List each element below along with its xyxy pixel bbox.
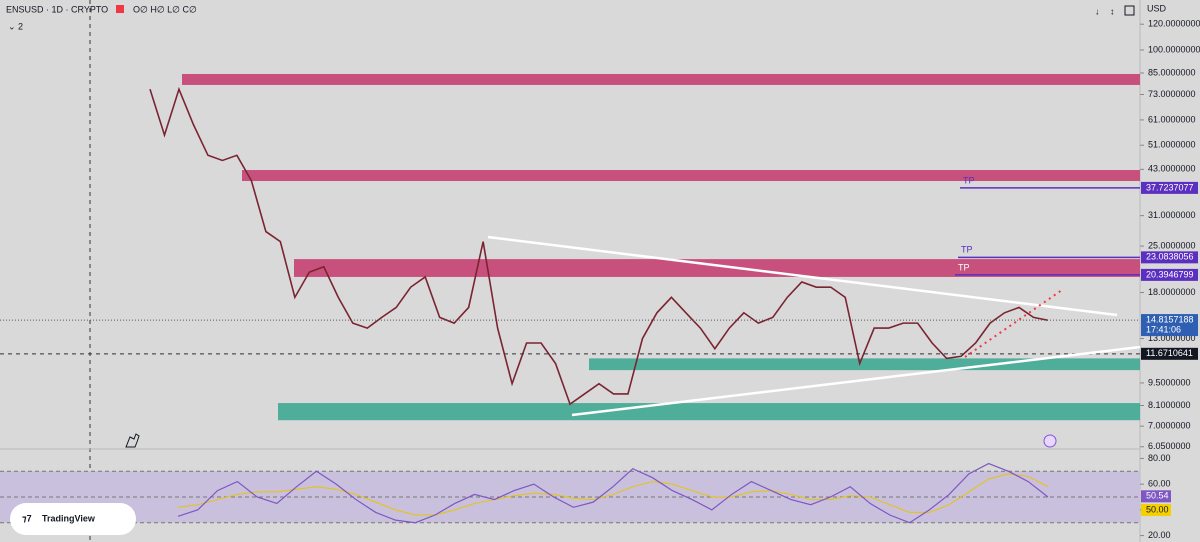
y-tick-label: 8.1000000 (1148, 400, 1191, 410)
logo-mascot (125, 433, 140, 448)
event-icon[interactable] (1043, 434, 1057, 448)
y-tick-label: 43.0000000 (1148, 164, 1196, 174)
rsi-tick-label: 80.00 (1148, 453, 1171, 463)
tp-label: TP (958, 262, 970, 272)
countdown: 17:41:06 (1146, 324, 1181, 334)
y-tick-label: 18.0000000 (1148, 287, 1196, 297)
expand-icon[interactable]: ↕ (1110, 6, 1115, 16)
trendline (571, 345, 1141, 417)
price-badge-label: 14.8157188 (1146, 314, 1194, 324)
price-badge (1141, 181, 1198, 194)
rsi-tick-label: 60.00 (1148, 479, 1171, 489)
y-tick-label: 9.5000000 (1148, 377, 1191, 387)
dotted-trendline (964, 289, 1063, 358)
plot-layer: 120.0000000 100.0000000 85.0000000 73.00000… (0, 19, 1200, 540)
y-tick-label: 85.0000000 (1148, 67, 1196, 77)
y-tick-label: 25.0000000 (1148, 240, 1196, 250)
rsi-badge (1141, 490, 1171, 503)
y-tick-label: 120.0000000 (1148, 19, 1200, 29)
y-tick-label: 73.0000000 (1148, 89, 1196, 99)
price-badge (1141, 347, 1198, 360)
rsi-ma-line (177, 473, 1049, 516)
zone (182, 73, 1140, 85)
rsi-tick-label: 20.00 (1148, 530, 1171, 540)
logo-mark: ⁊7 (22, 513, 32, 523)
rsi-badge-label: 50.54 (1146, 491, 1169, 501)
y-tick-label: 31.0000000 (1148, 210, 1196, 220)
price-badge (1141, 268, 1198, 281)
logo-badge[interactable] (10, 503, 136, 535)
rsi-line (177, 462, 1049, 524)
price-badge-label: 20.3946799 (1146, 269, 1194, 279)
zone (278, 403, 1140, 421)
currency[interactable]: USD (1147, 3, 1167, 13)
rsi-badge-label: 50.00 (1146, 504, 1169, 514)
ohlc: O∅ H∅ L∅ C∅ (133, 4, 197, 14)
trendline (487, 235, 1118, 317)
down-icon[interactable]: ↓ (1095, 6, 1100, 16)
logo-text: TradingView (42, 513, 96, 523)
zone (242, 170, 1140, 182)
indicator-toggle[interactable]: ⌄ (8, 21, 16, 31)
y-tick-label: 6.0500000 (1148, 441, 1191, 451)
price-badge (1141, 251, 1198, 264)
price-badge-label: 23.0838056 (1146, 252, 1194, 262)
indicator-count[interactable]: 2 (18, 21, 23, 31)
zone (294, 259, 1140, 277)
symbol: ENSUSD · 1D · CRYPTO (6, 4, 108, 14)
price-badge (1141, 314, 1198, 337)
price-line (149, 86, 1049, 406)
y-tick-label: 51.0000000 (1148, 140, 1196, 150)
tp-label: TP (963, 175, 975, 185)
y-tick-label: 13.0000000 (1148, 333, 1196, 343)
rsi-badge (1141, 504, 1171, 516)
y-tick-label: 61.0000000 (1148, 114, 1196, 124)
y-tick-label: 7.0000000 (1148, 421, 1191, 431)
window-icon[interactable] (1124, 5, 1135, 16)
zone (589, 358, 1140, 371)
price-badge-label: 37.7237077 (1146, 182, 1194, 192)
y-tick-label: 100.0000000 (1148, 44, 1200, 54)
tp-label: TP (961, 245, 973, 255)
flag-icon (116, 5, 124, 13)
price-badge-label: 11.6710641 (1146, 348, 1193, 358)
